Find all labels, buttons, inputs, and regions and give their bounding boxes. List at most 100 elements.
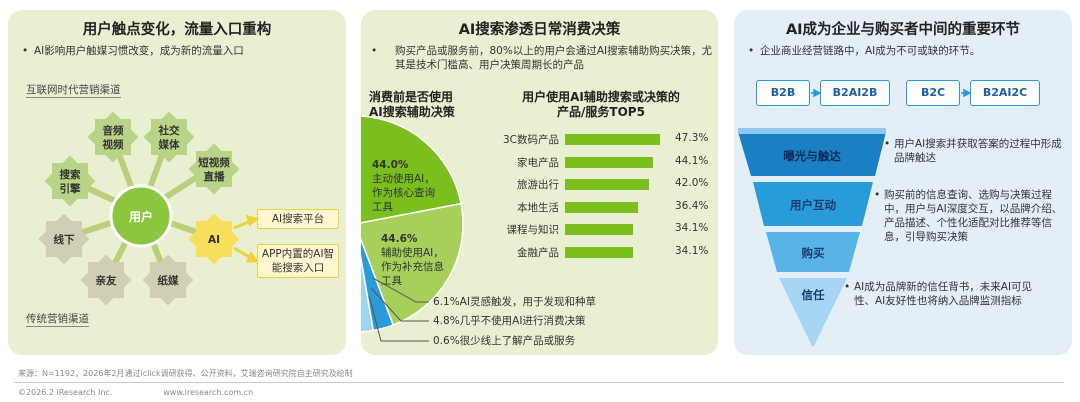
panel2-title: AI搜索渗透日常消费决策 bbox=[458, 22, 621, 38]
pie-slice bbox=[361, 202, 464, 327]
bullet-dot-icon: • bbox=[874, 189, 881, 201]
pie-label-assist-pct: 44.6% bbox=[381, 233, 418, 245]
pie-title-line2: AI搜索辅助决策 bbox=[369, 105, 455, 119]
bar-title-line2: 产品/服务TOP5 bbox=[557, 105, 645, 119]
panel3-bullet: • 企业商业经营链路中，AI成为不可或缺的环节。 bbox=[748, 44, 1068, 58]
bar-chart: 3C数码产品 47.3% 家电产品 44.1% 旅游出行 42.0% 本地生活 36.4% 课程… bbox=[491, 132, 711, 282]
node-offline: 线下 bbox=[54, 233, 75, 246]
panel2-bullet-text: 购买产品或服务前，80%以上的用户会通过AI搜索辅助购买决策，尤其是技术门槛高、… bbox=[395, 45, 713, 71]
panel-ai-intermediary: AI成为企业与购买者中间的重要环节 • 企业商业经营链路中，AI成为不可或缺的环节… bbox=[734, 10, 1072, 355]
funnel-layer-trust bbox=[779, 278, 847, 346]
user-center-label: 用户 bbox=[128, 209, 153, 224]
bar-value-label: 36.4% bbox=[675, 199, 709, 212]
pie-slice bbox=[361, 115, 462, 224]
chip-b2c: B2C bbox=[906, 80, 960, 106]
bar bbox=[565, 179, 649, 190]
pie-label-active-pct: 44.0% bbox=[372, 159, 409, 171]
star-node-search bbox=[44, 155, 96, 207]
star-node-ai bbox=[188, 213, 240, 265]
funnel-desc-trust: • AI成为品牌新的信任背书，未来AI可见性、AI友好性也将纳入品牌监测指标 bbox=[844, 280, 1044, 308]
bar bbox=[565, 224, 634, 235]
node-ai: AI bbox=[208, 234, 220, 246]
footer-copyright: ©2026.2 iResearch Inc. www.iresearch.com… bbox=[18, 388, 254, 397]
panel3-bullet-text: 企业商业经营链路中，AI成为不可或缺的环节。 bbox=[760, 45, 981, 57]
node-friends: 亲友 bbox=[96, 274, 117, 287]
pie-note-offline: 0.6%很少线上了解产品或服务 bbox=[433, 335, 576, 347]
bar-row: 旅游出行 42.0% bbox=[491, 177, 711, 192]
bullet-dot-icon: • bbox=[844, 281, 851, 293]
bar-value-label: 47.3% bbox=[675, 132, 709, 144]
pie-leader-lines bbox=[368, 277, 429, 342]
node-paper: 纸媒 bbox=[158, 274, 179, 287]
bar bbox=[565, 134, 660, 145]
pie-label-assist: 44.6% 辅助使用AI，作为补充信息工具 bbox=[381, 232, 461, 288]
bar-category-label: 本地生活 bbox=[517, 201, 559, 214]
funnel-layer-purchase bbox=[766, 232, 860, 272]
bar-category-label: 旅游出行 bbox=[517, 179, 559, 191]
app-ai-search-box: APP内置的AI智能搜索入口 bbox=[257, 244, 339, 278]
star-node-friends bbox=[80, 254, 132, 306]
funnel-layer-exposure bbox=[738, 132, 886, 176]
funnel-desc-interaction-text: 购买前的信息查询、选购与决策过程中，用户与AI深度交互，以品牌介绍、产品描述、个… bbox=[884, 189, 1063, 243]
star-node-social bbox=[143, 111, 195, 163]
panel1-bullet-text: AI影响用户触媒习惯改变，成为新的流量入口 bbox=[34, 45, 244, 57]
funnel-label-trust: 信任 bbox=[802, 288, 825, 302]
chip-arrows bbox=[811, 88, 972, 98]
funnel-layer-interaction bbox=[753, 182, 873, 226]
pie-slice bbox=[361, 254, 375, 333]
pie-label-active-text: 主动使用AI，作为核心查询工具 bbox=[372, 173, 435, 213]
chip-b2b: B2B bbox=[756, 80, 810, 106]
star-node-audio-video bbox=[87, 111, 139, 163]
bar-row: 本地生活 36.4% bbox=[491, 200, 711, 215]
node-short-video-line2: 直播 bbox=[204, 170, 225, 183]
bar-value-label: 34.1% bbox=[675, 244, 709, 257]
bullet-dot-icon: • bbox=[371, 45, 378, 57]
funnel-diagram: 曝光与触达 用户互动 购买 信任 bbox=[738, 88, 972, 346]
bar bbox=[565, 201, 638, 213]
bar-chart-title: 用户使用AI辅助搜索或决策的 产品/服务TOP5 bbox=[491, 90, 711, 120]
bar-category-label: 课程与知识 bbox=[506, 224, 560, 236]
star-node-offline bbox=[38, 213, 90, 265]
bar bbox=[565, 246, 634, 258]
pie-title-line1: 消费前是否使用 bbox=[369, 90, 454, 104]
pie-note-inspiration: 6.1%AI灵感触发，用于发现和种草 bbox=[433, 296, 596, 308]
ai-arrows bbox=[233, 214, 260, 263]
footer-source: 来源：N=1192，2026年2月通过iclick调研获得、公开资料，艾瑞咨询研… bbox=[18, 369, 353, 378]
bar-row: 家电产品 44.1% bbox=[491, 155, 711, 170]
bar-category-label: 家电产品 bbox=[517, 156, 559, 169]
node-audio-line1: 音频 bbox=[103, 124, 124, 137]
panel1-bullet: • AI影响用户触媒习惯改变，成为新的流量入口 bbox=[22, 44, 342, 58]
node-search-line2: 引擎 bbox=[60, 182, 81, 195]
node-audio-line2: 视频 bbox=[103, 138, 124, 151]
funnel-desc-exposure: • 用户AI搜索并获取答案的过程中形成品牌触达 bbox=[884, 137, 1066, 165]
pie-title: 消费前是否使用 AI搜索辅助决策 bbox=[369, 90, 489, 120]
funnel-desc-interaction: • 购买前的信息查询、选购与决策过程中，用户与AI深度交互，以品牌介绍、产品描述、… bbox=[874, 188, 1066, 244]
pie-slices bbox=[361, 115, 464, 333]
bar-row: 3C数码产品 47.3% bbox=[491, 132, 711, 147]
funnel-desc-exposure-text: 用户AI搜索并获取答案的过程中形成品牌触达 bbox=[894, 138, 1062, 164]
traditional-channels-label: 传统营销渠道 bbox=[26, 313, 89, 327]
bar-title-line1: 用户使用AI辅助搜索或决策的 bbox=[522, 90, 680, 104]
chip-b2ai2c: B2AI2C bbox=[970, 80, 1040, 106]
pie-chart bbox=[361, 115, 464, 342]
bar-category-label: 金融产品 bbox=[517, 246, 559, 259]
panel2-bullet: • 购买产品或服务前，80%以上的用户会通过AI搜索辅助购买决策，尤其是技术门槛高… bbox=[371, 44, 713, 72]
panel-ai-search-penetration: AI搜索渗透日常消费决策 • 购买产品或服务前，80%以上的用户会通过AI搜索辅助… bbox=[361, 10, 718, 355]
bullet-dot-icon: • bbox=[22, 45, 29, 57]
panel3-title: AI成为企业与购买者中间的重要环节 bbox=[785, 22, 1021, 38]
panel1-title: 用户触点变化，流量入口重构 bbox=[82, 22, 272, 38]
bar-value-label: 34.1% bbox=[675, 222, 709, 234]
star-node-paper bbox=[142, 254, 194, 306]
funnel-label-exposure: 曝光与触达 bbox=[783, 149, 841, 163]
bullet-dot-icon: • bbox=[748, 45, 755, 57]
funnel-top-rim bbox=[738, 128, 886, 134]
pie-note-rarely-ai: 4.8%几乎不使用AI进行消费决策 bbox=[433, 315, 586, 327]
pie-label-active: 44.0% 主动使用AI，作为核心查询工具 bbox=[372, 158, 452, 214]
pie-label-assist-text: 辅助使用AI，作为补充信息工具 bbox=[381, 247, 444, 287]
user-center-circle bbox=[109, 184, 173, 248]
panel-touchpoints: 用户触点变化，流量入口重构 • AI影响用户触媒习惯改变，成为新的流量入口 互联网… bbox=[8, 10, 346, 355]
bar-row: 课程与知识 34.1% bbox=[491, 222, 711, 237]
star-node-short-video bbox=[188, 143, 240, 195]
internet-channels-label: 互联网时代营销渠道 bbox=[26, 84, 121, 98]
bar-value-label: 44.1% bbox=[675, 154, 709, 167]
